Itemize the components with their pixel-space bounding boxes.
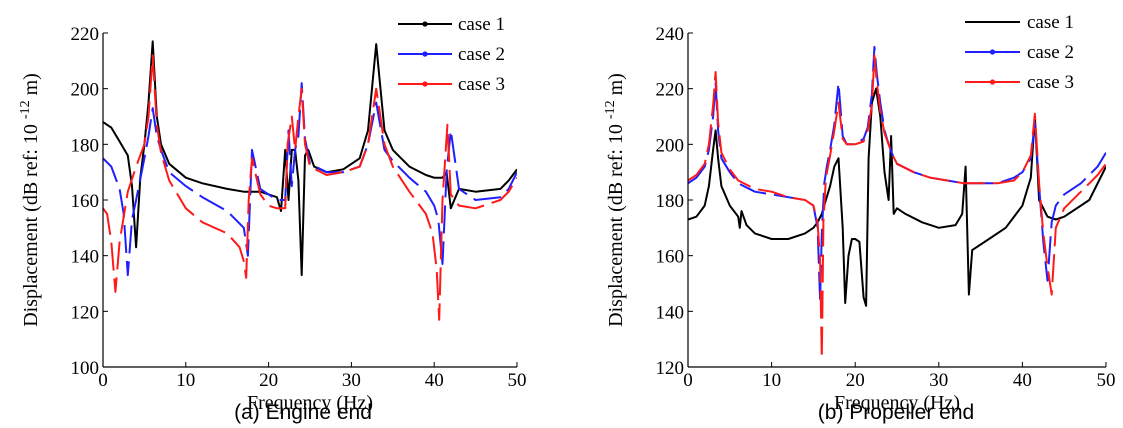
x-axis-label: Frequency (Hz): [834, 392, 960, 414]
series-line-case-3: [688, 54, 1106, 360]
panel-caption: (b) Propeller end: [818, 401, 974, 424]
x-tick-label: 0: [98, 370, 108, 391]
x-tick-label: 30: [929, 370, 948, 391]
x-tick-label: 50: [508, 370, 527, 391]
legend-marker: [989, 49, 996, 55]
y-axis-label-unit: m): [605, 73, 627, 100]
y-tick-label: 240: [656, 24, 685, 45]
x-tick-label: 30: [342, 370, 361, 391]
legend-marker: [422, 51, 428, 57]
legend-label: case 3: [458, 74, 505, 95]
legend-entry-case-2: case 2: [965, 42, 1074, 63]
x-tick-label: 50: [1097, 370, 1116, 391]
x-tick-label: 0: [683, 370, 693, 391]
legend-marker: [989, 79, 996, 85]
y-axis-label-unit: m): [20, 73, 42, 100]
panel-caption: (a) Engine end: [234, 401, 372, 424]
legend-label: case 3: [1027, 72, 1074, 93]
y-tick-label: 140: [656, 302, 685, 323]
legend-label: case 2: [458, 44, 505, 65]
series-line-case-1: [688, 87, 1106, 307]
x-axis-label: Frequency (Hz): [247, 392, 373, 414]
y-tick-label: 160: [656, 247, 685, 268]
y-tick-label: 220: [71, 24, 100, 45]
y-axis-label: Displacement (dB ref: 10 -12 m): [603, 73, 627, 327]
legend-marker: [422, 81, 428, 87]
y-tick-label: 220: [656, 80, 685, 101]
y-tick-label: 160: [71, 191, 100, 212]
y-tick-label: 100: [71, 358, 100, 379]
series-line-case-3: [103, 54, 517, 321]
x-tick-label: 40: [1013, 370, 1032, 391]
chart-panel-a: 0 10 20 30 40 50 100 120 140 160 180 200 220 Frequenc…: [18, 14, 527, 424]
y-axis-label-exponent: -12: [603, 100, 618, 119]
legend-entry-case-1: case 1: [965, 12, 1074, 33]
legend-entry-case-2: case 2: [398, 44, 505, 65]
y-axis-label-exponent: -12: [18, 100, 33, 119]
legend-entry-case-3: case 3: [965, 72, 1074, 93]
x-tick-label: 20: [259, 370, 278, 391]
chart-panel-b: 0 10 20 30 40 50 120 140 160 180 200 220 240 Frequenc…: [603, 12, 1116, 424]
legend-entry-case-3: case 3: [398, 74, 505, 95]
y-tick-label: 140: [71, 247, 100, 268]
legend-label: case 1: [1027, 12, 1074, 33]
legend-entry-case-1: case 1: [398, 14, 505, 35]
legend-marker: [422, 21, 428, 27]
y-tick-label: 120: [656, 358, 685, 379]
y-tick-label: 180: [656, 191, 685, 212]
series-line-case-2: [103, 82, 517, 277]
legend-label: case 1: [458, 14, 505, 35]
x-tick-label: 20: [846, 370, 865, 391]
y-axis-label: Displacement (dB ref: 10 -12 m): [18, 73, 42, 327]
x-tick-label: 40: [425, 370, 444, 391]
legend-label: case 2: [1027, 42, 1074, 63]
x-tick-label: 10: [762, 370, 781, 391]
y-axis-label-main: Displacement (dB ref: 10: [20, 119, 42, 327]
y-tick-label: 200: [71, 80, 100, 101]
y-tick-label: 120: [71, 302, 100, 323]
y-axis-label-main: Displacement (dB ref: 10: [605, 119, 627, 327]
y-tick-label: 200: [656, 135, 685, 156]
y-tick-label: 180: [71, 135, 100, 156]
x-tick-label: 10: [176, 370, 195, 391]
